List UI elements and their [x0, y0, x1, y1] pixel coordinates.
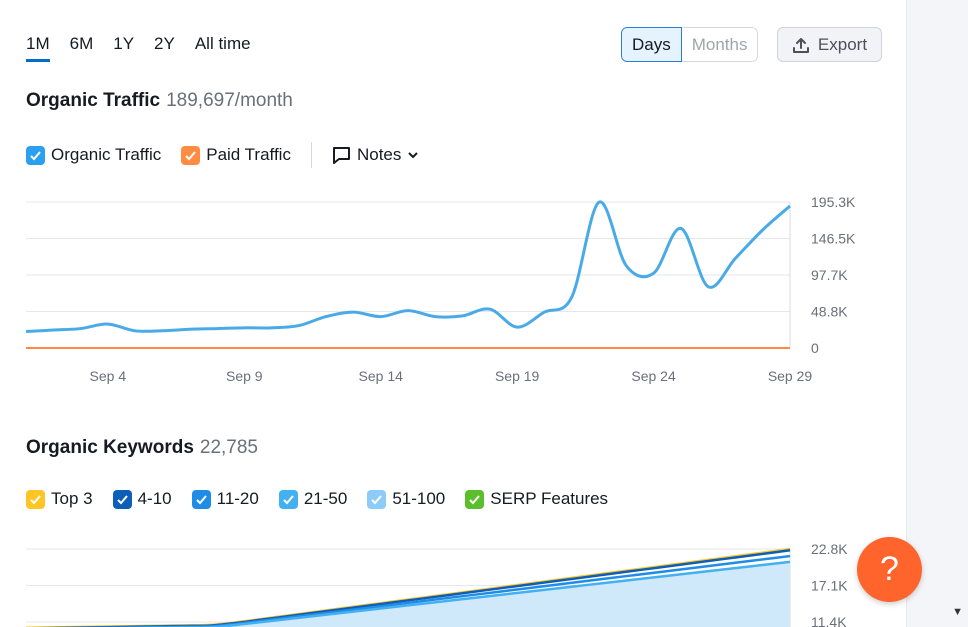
- legend-organic-traffic[interactable]: Organic Traffic: [26, 145, 161, 165]
- traffic-title: Organic Traffic: [26, 90, 161, 111]
- series-line-11-20: [81, 554, 791, 627]
- y-tick-label: 11.4K: [811, 614, 847, 627]
- keywords-legend: Top 3 4-10 11-20 21-50 51-100 SERP Featu…: [26, 489, 628, 509]
- keywords-title-row: Organic Keywords 22,785: [26, 437, 258, 459]
- legend-divider: [310, 142, 312, 168]
- upload-icon: [792, 37, 809, 53]
- comment-icon: [332, 146, 350, 164]
- days-button[interactable]: Days: [621, 27, 682, 62]
- legend-label: 21-50: [303, 489, 348, 508]
- legend-paid-traffic[interactable]: Paid Traffic: [181, 145, 291, 165]
- period-tab-6m[interactable]: 6M: [69, 34, 94, 53]
- period-tab-1y[interactable]: 1Y: [113, 34, 135, 53]
- y-tick-label: 195.3K: [811, 194, 856, 210]
- keywords-title: Organic Keywords: [26, 437, 194, 458]
- x-tick-label: Sep 9: [226, 368, 263, 384]
- chevron-down-icon: [408, 152, 419, 159]
- legend-label: 11-20: [216, 489, 259, 508]
- traffic-legend: Organic Traffic Paid Traffic Notes: [26, 142, 419, 168]
- checkbox-checked-icon[interactable]: [26, 145, 45, 165]
- y-tick-label: 0: [811, 340, 819, 356]
- page-scrollbar[interactable]: ▼: [946, 0, 968, 627]
- traffic-title-row: Organic Traffic 189,697/month: [26, 90, 293, 112]
- legend-21-50[interactable]: 21-50: [278, 489, 348, 509]
- keywords-value: 22,785: [199, 437, 259, 458]
- keywords-area-fill: [26, 561, 790, 627]
- checkbox-checked-icon[interactable]: [181, 145, 201, 165]
- export-label: Export: [817, 34, 868, 54]
- x-tick-label: Sep 14: [359, 368, 404, 384]
- legend-serp-features[interactable]: SERP Features: [465, 489, 608, 509]
- checkbox-checked-icon[interactable]: [465, 489, 485, 509]
- y-tick-label: 48.8K: [811, 304, 848, 320]
- x-tick-label: Sep 4: [90, 368, 127, 384]
- checkbox-checked-icon[interactable]: [26, 489, 45, 509]
- traffic-chart[interactable]: 195.3K 146.5K 97.7K 48.8K 0 Sep 4 Sep 9 Sep 14 S…: [0, 0, 968, 400]
- x-tick-label: Sep 19: [495, 368, 540, 384]
- legend-11-20[interactable]: 11-20: [191, 489, 259, 509]
- overview-card: [0, 0, 907, 627]
- checkbox-checked-icon[interactable]: [112, 489, 132, 509]
- checkbox-checked-icon[interactable]: [367, 489, 387, 509]
- months-button[interactable]: Months: [681, 27, 759, 62]
- x-tick-label: Sep 24: [631, 368, 676, 384]
- y-tick-label: 97.7K: [811, 267, 848, 283]
- y-tick-label: 17.1K: [811, 578, 848, 594]
- scroll-down-icon[interactable]: ▼: [952, 606, 963, 618]
- series-line-organic-traffic: [25, 200, 791, 334]
- notes-label: Notes: [356, 145, 402, 164]
- x-tick-label: Sep 29: [768, 368, 813, 384]
- legend-label: Top 3: [51, 489, 93, 508]
- legend-label: Organic Traffic: [51, 145, 162, 164]
- question-icon: ?: [880, 550, 899, 588]
- series-line-21-50: [133, 560, 791, 627]
- y-tick-label: 22.8K: [811, 541, 848, 557]
- checkbox-checked-icon[interactable]: [278, 489, 298, 509]
- granularity-toggle: Days Months: [621, 27, 759, 62]
- legend-label: SERP Features: [490, 489, 609, 508]
- checkbox-checked-icon[interactable]: [191, 489, 211, 509]
- legend-label: 4-10: [137, 489, 172, 508]
- legend-label: Paid Traffic: [206, 145, 291, 164]
- notes-dropdown[interactable]: Notes: [332, 145, 419, 165]
- help-button[interactable]: ?: [857, 537, 922, 602]
- y-tick-label: 146.5K: [811, 231, 856, 247]
- period-tab-2y[interactable]: 2Y: [154, 34, 175, 53]
- legend-51-100[interactable]: 51-100: [367, 489, 445, 509]
- traffic-value: 189,697/month: [166, 90, 293, 111]
- legend-top-3[interactable]: Top 3: [26, 489, 93, 509]
- legend-label: 51-100: [392, 489, 446, 508]
- export-button[interactable]: Export: [777, 27, 882, 62]
- period-tab-1m[interactable]: 1M: [26, 33, 50, 62]
- period-tab-all-time[interactable]: All time: [194, 34, 251, 53]
- period-tabs: 1M 6M 1Y 2Y All time: [26, 33, 251, 62]
- legend-4-10[interactable]: 4-10: [112, 489, 172, 509]
